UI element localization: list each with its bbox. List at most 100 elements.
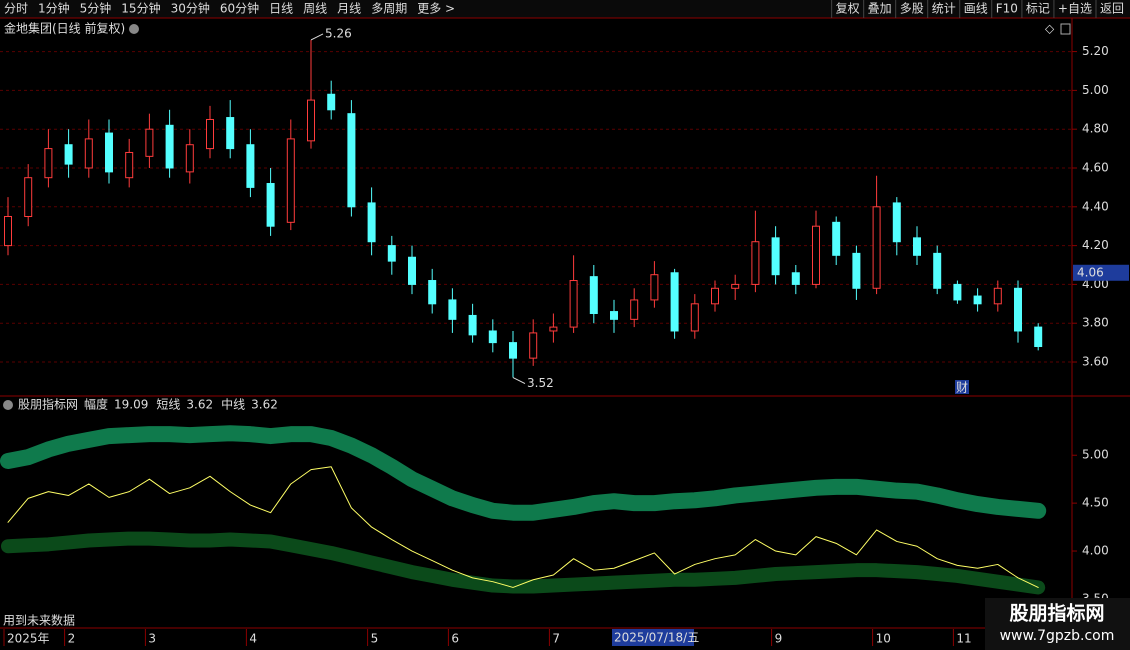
candle-body (408, 256, 416, 285)
toolbar-button[interactable]: F10 (996, 2, 1018, 16)
indicator-title: 股朋指标网 (18, 397, 78, 412)
annotation: 5.26 (325, 26, 352, 40)
candle-body (286, 138, 295, 223)
x-tick-label: 6 (451, 632, 459, 646)
cursor-box (612, 629, 694, 646)
toolbar-button[interactable]: 复权 (836, 2, 860, 16)
annotation-leader (310, 33, 324, 41)
annotation: 3.52 (527, 376, 554, 390)
candle-body (125, 151, 134, 179)
toolbar-tab[interactable]: 分时 (4, 2, 28, 16)
candle-body (105, 132, 113, 173)
candle-body (1034, 326, 1043, 347)
y-tick-label: 3.60 (1082, 355, 1109, 369)
toolbar-tab[interactable]: 15分钟 (121, 1, 160, 16)
candle-body (690, 303, 699, 332)
diamond-icon[interactable]: ◇ (1045, 22, 1055, 36)
y-tick-label: 4.40 (1082, 199, 1109, 213)
candle-body (589, 276, 598, 315)
notice: 用到未来数据 (3, 613, 75, 628)
x-tick-label: 2025年 (7, 632, 50, 646)
candle-body (488, 330, 497, 344)
last-price: 4.06 (1077, 265, 1104, 279)
indicator-menu[interactable] (3, 400, 13, 410)
x-tick-label: 7 (552, 632, 560, 646)
toolbar-button[interactable]: 标记 (1026, 2, 1050, 16)
cursor-label: 2025/07/18/五 (614, 631, 699, 645)
x-tick-label: 5 (371, 632, 379, 646)
candle-body (933, 252, 942, 289)
candle-body (64, 144, 73, 165)
candle-body (872, 206, 881, 289)
toolbar-button[interactable]: 画线 (964, 2, 988, 16)
candle-body (973, 295, 982, 305)
candle-body (509, 342, 517, 359)
candle-body (44, 148, 53, 179)
candle-body (428, 280, 437, 305)
legend-name: 幅度 (84, 397, 108, 412)
y-tick-label: 4.50 (1082, 496, 1109, 510)
candle-body (327, 93, 336, 111)
candle-body (529, 332, 538, 359)
watermark-box (985, 598, 1130, 650)
y-tick-label: 4.00 (1082, 544, 1109, 558)
candle-body (913, 237, 921, 256)
candle-body (206, 118, 214, 150)
candle-body (24, 177, 33, 217)
candle-body (953, 283, 962, 301)
toolbar-button[interactable]: 多股 (900, 2, 924, 16)
toolbar-button[interactable]: 叠加 (868, 2, 892, 16)
panel-icon[interactable] (1060, 23, 1071, 35)
indicator-line (1, 531, 1046, 595)
toolbar-tab[interactable]: 30分钟 (171, 1, 210, 16)
candle-body (347, 113, 356, 208)
legend-name: 短线 (156, 398, 180, 412)
candle-body (549, 326, 558, 332)
candle-body (630, 299, 639, 320)
toolbar-tab[interactable]: 多周期 (371, 2, 407, 16)
watermark-name: 股朋指标网 (1009, 603, 1104, 625)
candle-body (145, 128, 154, 157)
candle-body (751, 241, 760, 285)
candle-body (4, 216, 12, 247)
candle-body (711, 287, 719, 305)
toolbar-tab[interactable]: 60分钟 (220, 1, 259, 16)
x-tick-label: 2 (68, 632, 76, 646)
marker-box (955, 380, 969, 394)
toolbar-button[interactable]: +自选 (1058, 2, 1092, 16)
toolbar-tab[interactable]: 更多 > (417, 2, 455, 16)
toolbar-tab[interactable]: 1分钟 (38, 1, 70, 16)
last-price-box (1073, 264, 1129, 281)
x-tick-label: 4 (249, 632, 257, 646)
candle-body (307, 99, 315, 142)
toolbar-tab[interactable]: 日线 (269, 2, 293, 16)
legend-value: 19.09 (114, 398, 148, 412)
y-tick-label: 3.80 (1082, 316, 1109, 330)
marker: 财 (956, 381, 968, 395)
candle-body (832, 221, 841, 256)
y-tick-label: 5.00 (1082, 448, 1109, 462)
legend-name: 中线 (221, 397, 245, 412)
title-menu[interactable] (129, 24, 139, 34)
candle-body (266, 183, 275, 227)
y-tick-label: 5.00 (1082, 83, 1109, 97)
candle-body (367, 202, 376, 243)
chart-title: 金地集团(日线 前复权) (4, 21, 125, 36)
toolbar-tab[interactable]: 月线 (337, 2, 361, 16)
candle-body (185, 144, 194, 173)
indicator-line (0, 425, 1047, 521)
candle-body (468, 314, 477, 336)
x-tick-label: 9 (775, 632, 783, 646)
candle-body (993, 287, 1002, 305)
candle-body (610, 311, 618, 320)
candle-body (448, 299, 457, 320)
toolbar-tab[interactable]: 5分钟 (80, 1, 112, 16)
toolbar-button[interactable]: 统计 (932, 2, 956, 16)
legend-value: 3.62 (251, 398, 278, 412)
candle-body (246, 144, 255, 188)
toolbar-button[interactable]: 返回 (1100, 2, 1124, 16)
indicator-line (7, 466, 1039, 588)
y-tick-label: 4.20 (1082, 238, 1109, 252)
y-tick-label: 4.60 (1082, 160, 1109, 174)
toolbar-tab[interactable]: 周线 (303, 2, 327, 16)
